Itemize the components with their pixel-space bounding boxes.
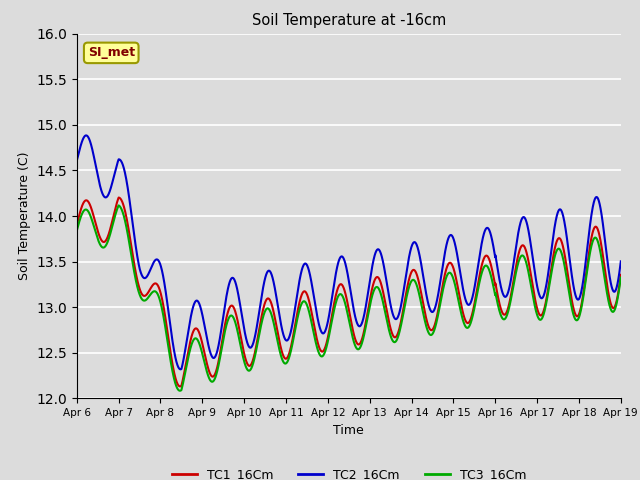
X-axis label: Time: Time: [333, 424, 364, 437]
Title: Soil Temperature at -16cm: Soil Temperature at -16cm: [252, 13, 446, 28]
Text: SI_met: SI_met: [88, 47, 135, 60]
Y-axis label: Soil Temperature (C): Soil Temperature (C): [18, 152, 31, 280]
Legend: TC1_16Cm, TC2_16Cm, TC3_16Cm: TC1_16Cm, TC2_16Cm, TC3_16Cm: [166, 463, 531, 480]
